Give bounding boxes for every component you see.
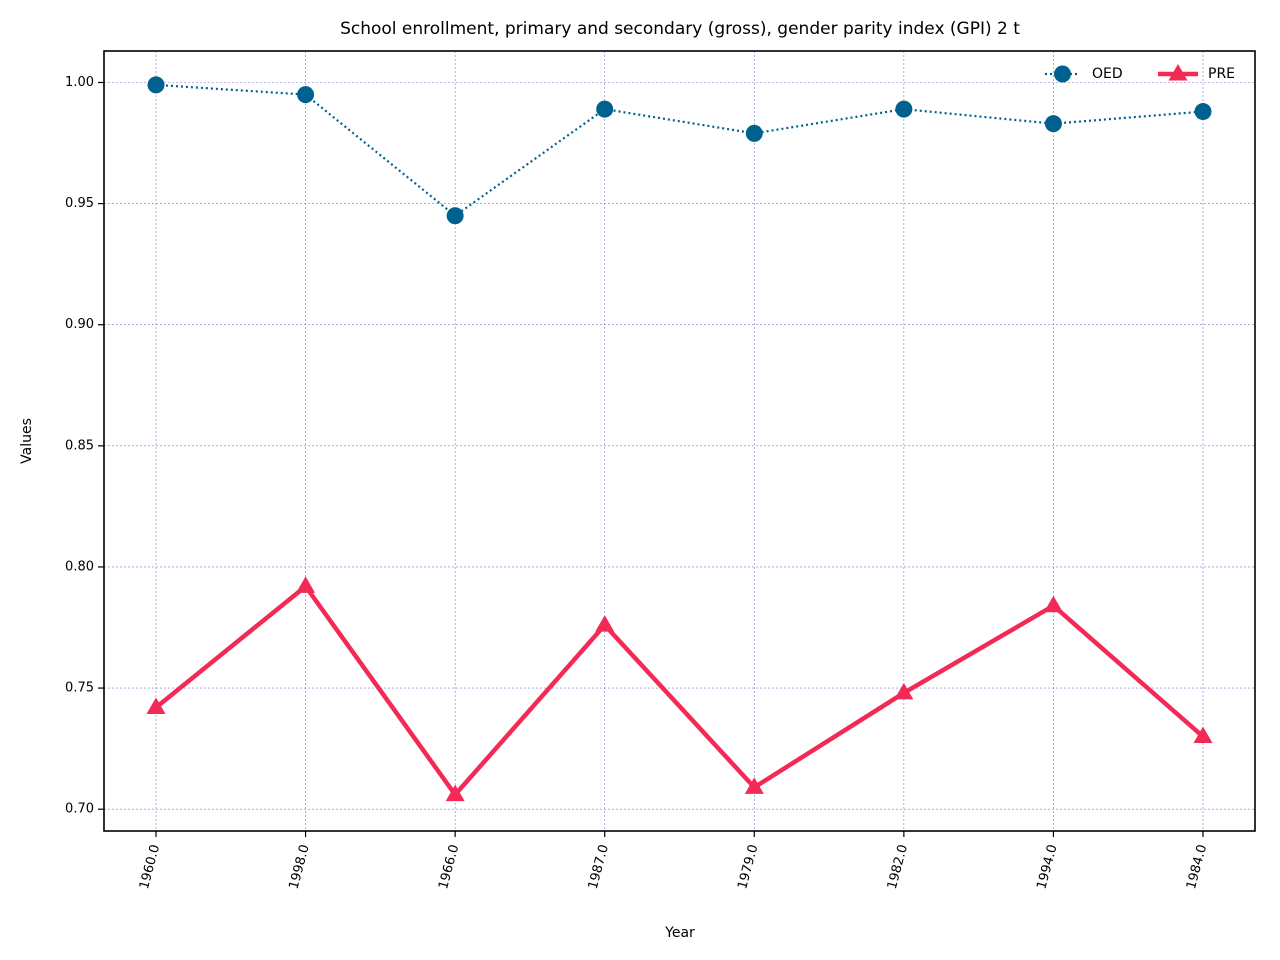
y-tick-label: 0.75 (65, 681, 94, 696)
y-tick-label: 0.85 (65, 438, 94, 453)
legend-marker-oed (1054, 65, 1071, 83)
x-axis-label: Year (664, 925, 695, 941)
data-point-oed (596, 100, 614, 118)
data-point-oed (1194, 103, 1212, 121)
grid-lines (104, 51, 1255, 831)
x-tick-label: 1966.0 (436, 843, 462, 891)
x-tick-label: 1960.0 (137, 843, 163, 891)
x-tick-label: 1984.0 (1184, 843, 1210, 891)
data-point-oed (745, 124, 763, 142)
data-point-pre (445, 784, 465, 802)
series-line-pre (154, 583, 1205, 799)
series-oed (147, 76, 1212, 225)
axis-ticks: 1960.0 1998.0 1966.0 1987.0 1979.0 1982.0 1994… (65, 75, 1210, 891)
data-point-oed (1044, 115, 1062, 133)
x-tick-label: 1998.0 (287, 843, 313, 891)
legend-marker-pre (1168, 64, 1188, 81)
data-point-pre (744, 777, 764, 794)
data-point-pre (894, 682, 914, 700)
y-tick-label: 0.80 (65, 559, 94, 574)
series-layer (146, 76, 1213, 802)
x-tick-label: 1987.0 (586, 843, 612, 891)
y-tick-label: 0.70 (65, 802, 94, 817)
series-pre (146, 576, 1213, 802)
data-point-oed (147, 76, 165, 94)
legend: OED PRE (1045, 64, 1235, 83)
legend-item-oed: OED (1045, 65, 1123, 83)
data-point-oed (895, 100, 913, 118)
plot-frame (103, 50, 1256, 832)
y-tick-label: 0.95 (65, 196, 94, 211)
y-tick-label: 1.00 (65, 75, 94, 90)
data-point-oed (297, 86, 315, 104)
legend-label-pre: PRE (1208, 66, 1235, 82)
data-point-oed (446, 207, 464, 225)
x-tick-label: 1982.0 (885, 843, 911, 891)
chart-title: School enrollment, primary and secondary… (340, 19, 1020, 39)
data-point-pre (595, 615, 615, 632)
x-tick-label: 1979.0 (735, 843, 761, 891)
series-line-oed (155, 83, 1204, 218)
data-point-pre (1193, 726, 1213, 744)
y-tick-label: 0.90 (65, 317, 94, 332)
y-axis-label: Values (19, 418, 35, 464)
data-point-pre (146, 697, 166, 714)
legend-item-pre: PRE (1158, 64, 1235, 82)
data-point-pre (296, 576, 316, 593)
legend-label-oed: OED (1092, 66, 1123, 82)
x-tick-label: 1994.0 (1034, 843, 1060, 891)
data-point-pre (1043, 595, 1063, 613)
